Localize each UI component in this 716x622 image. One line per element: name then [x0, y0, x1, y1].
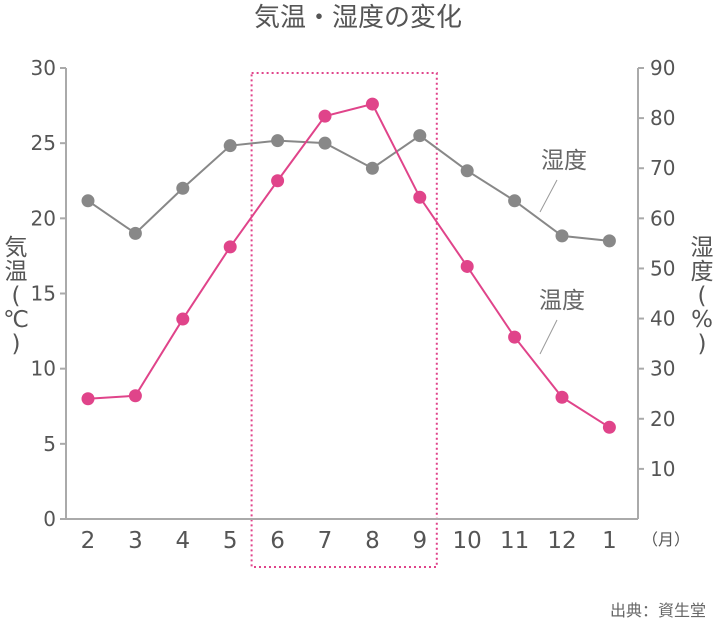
data-point: [318, 136, 332, 150]
series-label: 温度: [539, 288, 585, 314]
left-tick-label: 15: [31, 282, 56, 306]
data-point: [602, 420, 616, 434]
right-axis-label: (: [698, 283, 707, 309]
left-axis-label: 気: [5, 235, 28, 261]
left-axis-label: (: [12, 283, 21, 309]
right-tick-label: 80: [650, 106, 675, 130]
x-tick-label: 7: [318, 528, 333, 554]
source-label: 出典：資生堂: [610, 601, 706, 620]
data-point: [508, 330, 522, 344]
x-tick-label: 11: [500, 528, 529, 554]
right-tick-label: 30: [650, 357, 675, 381]
data-point: [271, 134, 285, 148]
right-tick-label: 50: [650, 256, 675, 280]
data-point: [460, 164, 474, 178]
x-tick-label: 2: [81, 528, 96, 554]
left-tick-label: 20: [31, 206, 56, 230]
right-tick-label: 20: [650, 407, 675, 431]
right-tick-label: 40: [650, 307, 675, 331]
data-point: [555, 229, 569, 243]
left-axis-label: ℃: [3, 307, 29, 333]
data-point: [413, 190, 427, 204]
x-tick-label: 5: [223, 528, 238, 554]
x-tick-label: 10: [453, 528, 482, 554]
left-axis-label: ): [12, 331, 21, 357]
data-point: [176, 181, 190, 195]
x-tick-label: 8: [365, 528, 380, 554]
left-tick-label: 30: [31, 56, 56, 80]
data-point: [508, 194, 522, 208]
x-tick-label: 4: [175, 528, 190, 554]
right-tick-label: 60: [650, 206, 675, 230]
data-point: [128, 226, 142, 240]
data-point: [365, 161, 379, 175]
left-axis-label: 温: [5, 259, 28, 285]
series-line: [87, 102, 610, 429]
data-point: [271, 174, 285, 188]
data-point: [81, 392, 95, 406]
series-line: [87, 134, 610, 242]
right-axis-label: ): [698, 331, 707, 357]
x-tick-label: 9: [412, 528, 427, 554]
left-tick-label: 0: [43, 507, 56, 531]
x-tick-label: 12: [547, 528, 576, 554]
data-point: [223, 240, 237, 254]
series-leader-line: [539, 319, 558, 355]
series-leader-line: [539, 179, 558, 213]
right-axis-label: %: [691, 307, 713, 333]
x-tick-label: 6: [270, 528, 285, 554]
x-tick-label: 3: [128, 528, 143, 554]
right-axis-label: 湿: [691, 235, 714, 261]
right-tick-label: 70: [650, 156, 675, 180]
data-point: [460, 259, 474, 273]
x-tick-label: 1: [602, 528, 617, 554]
right-axis-label: 度: [691, 259, 714, 285]
x-axis-unit: （月）: [642, 530, 690, 549]
left-tick-label: 25: [31, 131, 56, 155]
data-point: [176, 312, 190, 326]
data-point: [365, 97, 379, 111]
highlight-box: [250, 72, 438, 568]
right-tick-label: 90: [650, 56, 675, 80]
data-point: [81, 194, 95, 208]
data-point: [223, 139, 237, 153]
data-point: [128, 389, 142, 403]
data-point: [413, 129, 427, 143]
left-tick-label: 10: [31, 357, 56, 381]
right-tick-label: 10: [650, 457, 675, 481]
series-label: 湿度: [541, 148, 587, 174]
data-point: [318, 109, 332, 123]
left-tick-label: 5: [43, 432, 56, 456]
chart-title: 気温・湿度の変化: [254, 3, 462, 33]
data-point: [555, 390, 569, 404]
data-point: [602, 234, 616, 248]
